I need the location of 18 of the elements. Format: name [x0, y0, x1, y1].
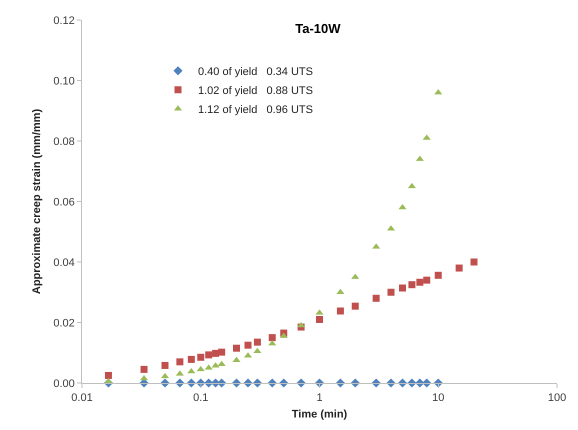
y-tick-label: 0.00	[53, 378, 75, 390]
x-tick-label: 10	[432, 392, 444, 404]
x-tick-label: 1	[316, 392, 323, 404]
chart-title: Ta-10W	[295, 20, 342, 36]
y-tick-label: 0.06	[53, 196, 75, 208]
y-tick-label: 0.08	[53, 136, 75, 148]
y-tick-label: 0.10	[53, 75, 75, 88]
x-tick-label: 100	[548, 392, 566, 404]
y-tick-label: 0.02	[53, 317, 75, 330]
y-tick-label: 0.04	[53, 256, 75, 269]
x-axis-title: Time (min)	[292, 408, 348, 420]
x-tick-label: 0.1	[193, 392, 208, 404]
legend-label: 1.02 of yield 0.88 UTS	[198, 85, 313, 98]
x-tick-label: 0.01	[71, 392, 93, 404]
y-axis-title: Approximate creep strain (mm/mm)	[31, 108, 44, 294]
y-tick-label: 0.12	[53, 14, 75, 27]
legend-label: 1.12 of yield 0.96 UTS	[198, 104, 313, 116]
legend-label: 0.40 of yield 0.34 UTS	[198, 66, 313, 78]
